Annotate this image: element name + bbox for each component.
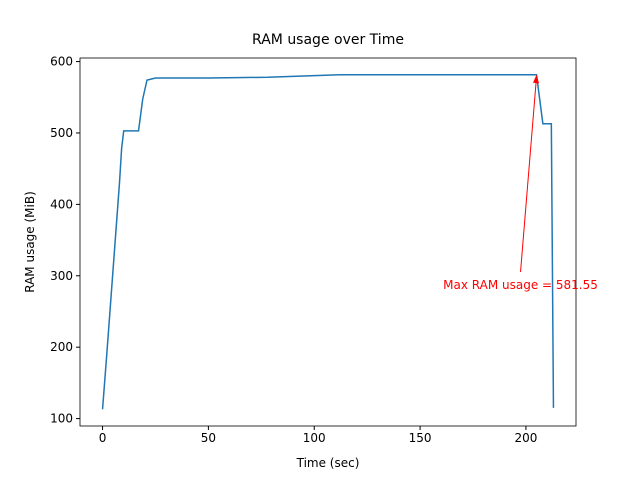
y-tick-label: 200 <box>50 340 73 354</box>
y-tick-label: 300 <box>50 269 73 283</box>
plot-frame <box>79 57 577 427</box>
x-axis-label: Time (sec) <box>296 456 360 470</box>
x-tick-label: 0 <box>99 431 107 445</box>
y-tick-label: 100 <box>50 412 73 426</box>
annotation-arrow <box>520 76 538 273</box>
annotation-text: Max RAM usage = 581.55 <box>443 278 598 292</box>
y-axis-label: RAM usage (MiB) <box>23 191 37 293</box>
x-tick-label: 200 <box>514 431 537 445</box>
x-tick-label: 100 <box>303 431 326 445</box>
y-tick-label: 500 <box>50 126 73 140</box>
x-tick-label: 50 <box>201 431 216 445</box>
y-tick-label: 400 <box>50 197 73 211</box>
annotation-arrowhead <box>533 74 540 84</box>
y-tick-label: 600 <box>50 55 73 69</box>
chart-title: RAM usage over Time <box>252 32 404 48</box>
x-tick-label: 150 <box>409 431 432 445</box>
